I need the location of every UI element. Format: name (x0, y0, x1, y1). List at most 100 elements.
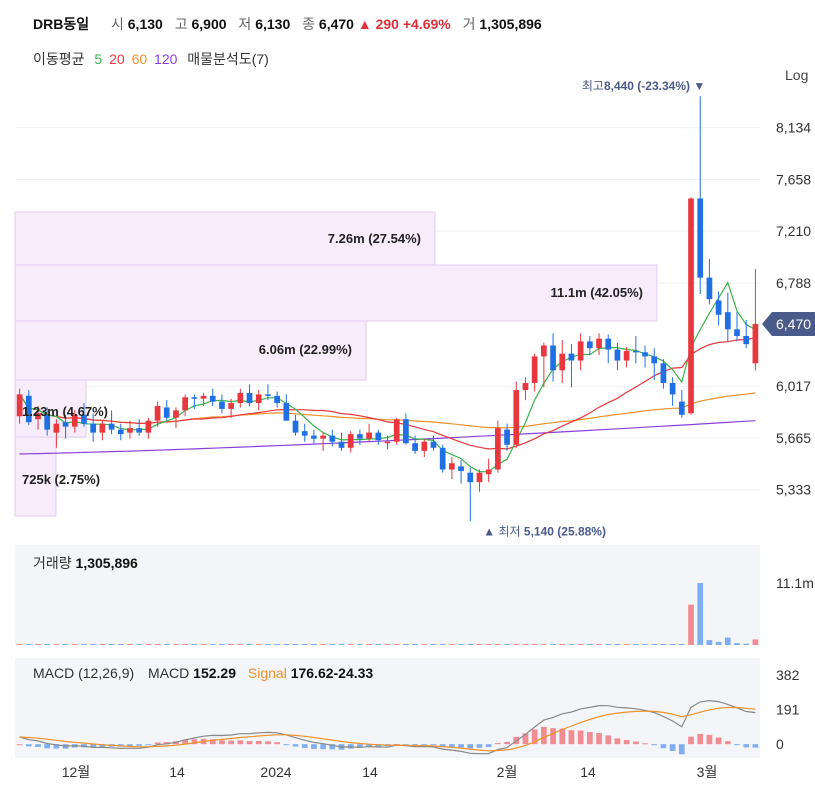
volume-bar (127, 644, 133, 645)
candle-body (366, 432, 372, 439)
candle-body (191, 397, 198, 399)
last-price-label: 6,470 (776, 316, 811, 332)
volume-value: 1,305,896 (479, 16, 542, 32)
macd-histogram-bar (623, 740, 630, 745)
candle-body (127, 428, 133, 433)
volume-bar (219, 644, 225, 645)
candle-body (752, 323, 759, 364)
candle-body (338, 441, 345, 448)
candle-body (25, 395, 32, 423)
volume-profile-label: 725k (2.75%) (22, 472, 100, 487)
candle-body (632, 350, 639, 353)
volume-profile-bar (14, 320, 367, 381)
volume-bar (531, 644, 538, 645)
volume-bar (430, 644, 437, 645)
macd-histogram-bar (642, 743, 648, 745)
low-label: 저 (238, 16, 252, 32)
volume-bar (651, 644, 658, 645)
low-annotation: ▲ 최저 5,140 (25.88%) (483, 524, 606, 538)
candle-body (219, 401, 225, 409)
ma20-label[interactable]: 20 (109, 51, 125, 67)
change-value: ▲ 290 (357, 16, 399, 32)
volume-bar (449, 644, 455, 645)
volume-profile-bar (14, 436, 57, 517)
macd-histogram-bar (706, 734, 713, 745)
open-label: 시 (110, 16, 124, 32)
stock-name: DRB동일 (33, 16, 90, 32)
candle-body (531, 356, 538, 383)
candle-body (62, 422, 69, 427)
volume-panel-title: 거래량 1,305,896 (33, 553, 138, 573)
candle-body (108, 423, 115, 430)
volume-bar (136, 644, 143, 645)
macd-histogram-bar (283, 744, 290, 746)
candle-body (246, 392, 253, 404)
volume-bar (541, 644, 547, 645)
candle-body (449, 463, 455, 470)
volume-bar (163, 644, 170, 645)
close-label: 종 (302, 16, 316, 32)
macd-histogram-bar (458, 744, 464, 748)
volume-profile-toggle[interactable]: 매물분석도(7) (187, 51, 269, 67)
candle-body (71, 414, 78, 427)
log-scale-toggle[interactable]: Log (785, 67, 809, 83)
ma-legend: 이동평균 5 20 60 120 매물분석도(7) (33, 49, 275, 69)
candle-body (163, 407, 170, 418)
macd-histogram-bar (191, 739, 198, 745)
volume-bar (191, 644, 198, 645)
volume-bar (403, 644, 409, 645)
ma120-label[interactable]: 120 (154, 51, 178, 67)
macd-histogram-bar (237, 740, 244, 745)
volume-bar (182, 644, 189, 645)
candle-body (688, 198, 694, 414)
candle-body (237, 392, 244, 404)
macd-label: MACD (148, 665, 190, 681)
candle-body (53, 423, 60, 433)
volume-bar (485, 644, 492, 645)
volume-bar (44, 644, 51, 645)
macd-histogram-bar (651, 744, 658, 746)
candle-body (375, 432, 382, 441)
volume-bar (421, 644, 428, 645)
candle-body (669, 382, 676, 395)
ma5-label[interactable]: 5 (94, 51, 103, 67)
macd-histogram-bar (715, 737, 722, 745)
macd-histogram-bar (44, 744, 51, 749)
volume-bar (605, 644, 612, 645)
macd-histogram-bar (90, 744, 97, 748)
candle-body (724, 312, 731, 330)
volume-bar (145, 644, 152, 645)
volume-bar (495, 644, 501, 645)
macd-histogram-bar (752, 744, 759, 748)
ma60-label[interactable]: 60 (131, 51, 148, 67)
volume-bar (154, 644, 161, 645)
macd-histogram-bar (522, 733, 529, 745)
macd-histogram-bar (485, 744, 492, 748)
high-label: 고 (174, 16, 188, 32)
macd-histogram-bar (697, 733, 704, 745)
volume-bar (568, 644, 575, 645)
macd-histogram-bar (743, 744, 750, 748)
candle-body (145, 420, 152, 433)
volume-bar (283, 644, 290, 645)
candle-body (550, 345, 556, 371)
macd-histogram-bar (678, 744, 685, 755)
volume-bar (53, 644, 60, 645)
volume-bar (16, 644, 23, 645)
macd-histogram-bar (127, 744, 133, 747)
volume-bar (357, 644, 363, 645)
candle-body (35, 413, 41, 420)
candle-body (311, 435, 317, 439)
candle-body (541, 345, 547, 357)
candle-body (485, 469, 492, 475)
macd-histogram-bar (605, 735, 612, 745)
candle-body (255, 394, 262, 404)
x-tick-label: 2024 (260, 764, 291, 780)
macd-histogram-bar (99, 744, 106, 747)
macd-histogram-bar (329, 744, 336, 750)
macd-histogram-bar (145, 744, 152, 746)
macd-value: 152.29 (193, 665, 236, 681)
volume-bar (642, 644, 648, 645)
high-annotation: 최고8,440 (-23.34%) ▼ (582, 79, 705, 93)
